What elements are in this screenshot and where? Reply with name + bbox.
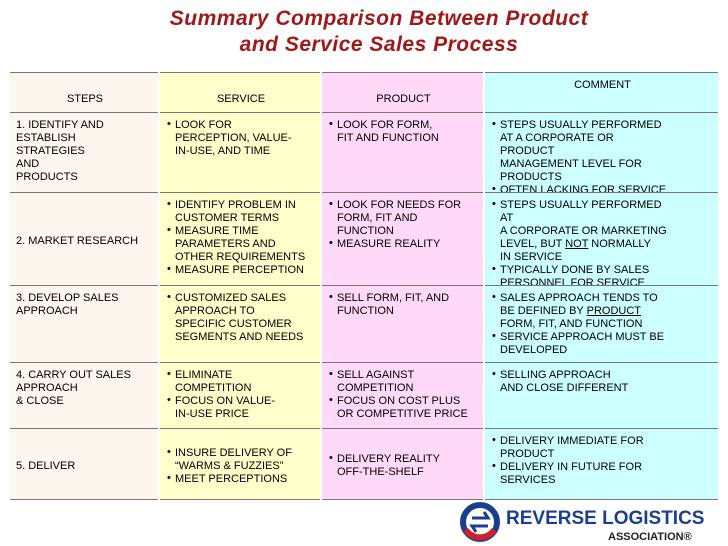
bullet-item: DELIVERY IN FUTURE FOR SERVICES bbox=[491, 460, 714, 487]
bullet-item: STEPS USUALLY PERFORMED AT A CORPORATE O… bbox=[491, 118, 714, 184]
cell-text: 3. DEVELOP SALES APPROACH bbox=[16, 292, 119, 317]
bullet-item: ELIMINATE COMPETITION bbox=[166, 368, 316, 395]
title-line: Summary Comparison Between Product bbox=[169, 7, 589, 30]
bullet-item: SERVICE APPROACH MUST BE DEVELOPED bbox=[491, 330, 714, 357]
bullet-item: FOCUS ON COST PLUS OR COMPETITIVE PRICE bbox=[328, 394, 479, 421]
bullet-item: LOOK FOR FORM, FIT AND FUNCTION bbox=[328, 118, 479, 145]
table-cell: SALES APPROACH TENDS TO BE DEFINED BY PR… bbox=[485, 285, 718, 362]
header-text: SERVICE bbox=[216, 93, 266, 105]
bullet-item: MEET PERCEPTIONS bbox=[166, 472, 316, 486]
table-cell: LOOK FOR FORM, FIT AND FUNCTION bbox=[322, 112, 483, 192]
logo-arc bbox=[463, 528, 497, 541]
bullet-item: IDENTIFY PROBLEM IN CUSTOMER TERMS bbox=[166, 198, 316, 225]
title: Summary Comparison Between Product and S… bbox=[0, 6, 728, 58]
bullet-item: LOOK FOR NEEDS FOR FORM, FIT AND FUNCTIO… bbox=[328, 198, 479, 238]
logo: REVERSE LOGISTICS ASSOCIATION® bbox=[460, 502, 704, 543]
table-cell: SELLING APPROACH AND CLOSE DIFFERENT bbox=[485, 362, 718, 428]
table-cell: 3. DEVELOP SALES APPROACH bbox=[10, 285, 158, 362]
bullet-item: SELL FORM, FIT, AND FUNCTION bbox=[328, 291, 479, 318]
table-cell: STEPS USUALLY PERFORMED AT A CORPORATE O… bbox=[485, 192, 718, 285]
table-cell: SELL AGAINST COMPETITIONFOCUS ON COST PL… bbox=[322, 362, 483, 428]
logo-sub: ASSOCIATION® bbox=[608, 531, 692, 543]
underlined-text: PRODUCT bbox=[586, 305, 641, 317]
bullet-item: MEASURE TIME PARAMETERS AND OTHER REQUIR… bbox=[166, 224, 316, 264]
cell-text: 5. DELIVER bbox=[16, 459, 76, 472]
header-text: STEPS bbox=[66, 93, 104, 105]
bullet-item: CUSTOMIZED SALES APPROACH TO SPECIFIC CU… bbox=[166, 291, 316, 344]
table-cell: CUSTOMIZED SALES APPROACH TO SPECIFIC CU… bbox=[160, 285, 320, 362]
table-cell: LOOK FOR NEEDS FOR FORM, FIT AND FUNCTIO… bbox=[322, 192, 483, 285]
bullet-item: SALES APPROACH TENDS TO BE DEFINED BY PR… bbox=[491, 291, 714, 331]
logo-name: REVERSE LOGISTICS bbox=[506, 508, 704, 529]
bullet-item: DELIVERY IMMEDIATE FOR PRODUCT bbox=[491, 434, 714, 461]
table-cell: 4. CARRY OUT SALES APPROACH & CLOSE bbox=[10, 362, 158, 428]
header-cell: SERVICE bbox=[160, 72, 320, 112]
underlined-text: NOT bbox=[565, 238, 589, 250]
table-cell: 1. IDENTIFY AND ESTABLISH STRATEGIES AND… bbox=[10, 112, 158, 192]
text-part: STEPS USUALLY PERFORMED AT A CORPORATE O… bbox=[500, 199, 667, 250]
header-text: COMMENT bbox=[574, 79, 631, 91]
text-part: NORMALLY IN SERVICE bbox=[500, 238, 652, 263]
table-cell: ELIMINATE COMPETITIONFOCUS ON VALUE- IN-… bbox=[160, 362, 320, 428]
bullet-item: INSURE DELIVERY OF “WARMS & FUZZIES” bbox=[166, 446, 316, 473]
table-cell: STEPS USUALLY PERFORMED AT A CORPORATE O… bbox=[485, 112, 718, 192]
cell-text: 4. CARRY OUT SALES APPROACH & CLOSE bbox=[16, 369, 131, 407]
bullet-item: STEPS USUALLY PERFORMED AT A CORPORATE O… bbox=[491, 198, 714, 264]
cell-text: 1. IDENTIFY AND ESTABLISH STRATEGIES AND… bbox=[16, 119, 104, 183]
table-cell: DELIVERY REALITY OFF-THE-SHELF bbox=[322, 428, 483, 500]
bullet-item: FOCUS ON VALUE- IN-USE PRICE bbox=[166, 394, 316, 421]
title-line: and Service Sales Process bbox=[239, 33, 519, 56]
bullet-item: OFTEN LACKING FOR SERVICE bbox=[491, 183, 714, 192]
cell-text: 2. MARKET RESEARCH bbox=[16, 234, 139, 247]
table-cell: LOOK FOR PERCEPTION, VALUE- IN-USE, AND … bbox=[160, 112, 320, 192]
header-cell: PRODUCT bbox=[322, 72, 483, 112]
bullet-item: SELLING APPROACH AND CLOSE DIFFERENT bbox=[491, 368, 714, 395]
table-cell: SELL FORM, FIT, AND FUNCTION bbox=[322, 285, 483, 362]
bullet-item: SELL AGAINST COMPETITION bbox=[328, 368, 479, 395]
header-cell: COMMENT bbox=[485, 72, 718, 112]
bullet-item: TYPICALLY DONE BY SALES PERSONNEL FOR SE… bbox=[491, 263, 714, 285]
text-part: FORM, FIT, AND FUNCTION bbox=[500, 318, 643, 330]
bullet-item: DELIVERY REALITY OFF-THE-SHELF bbox=[328, 452, 479, 479]
table-cell: 2. MARKET RESEARCH bbox=[10, 192, 158, 285]
logo-arrows bbox=[469, 511, 491, 533]
table-cell: DELIVERY IMMEDIATE FOR PRODUCTDELIVERY I… bbox=[485, 428, 718, 500]
table-cell: 5. DELIVER bbox=[10, 428, 158, 500]
table-cell: INSURE DELIVERY OF “WARMS & FUZZIES”MEET… bbox=[160, 428, 320, 500]
text-part: SALES APPROACH TENDS TO BE DEFINED BY bbox=[500, 292, 658, 317]
bullet-item: MEASURE PERCEPTION bbox=[166, 263, 316, 277]
header-cell: STEPS bbox=[10, 72, 158, 112]
table-cell: IDENTIFY PROBLEM IN CUSTOMER TERMSMEASUR… bbox=[160, 192, 320, 285]
header-text: PRODUCT bbox=[376, 93, 431, 105]
bullet-item: MEASURE REALITY bbox=[328, 237, 479, 251]
bullet-item: LOOK FOR PERCEPTION, VALUE- IN-USE, AND … bbox=[166, 118, 316, 158]
